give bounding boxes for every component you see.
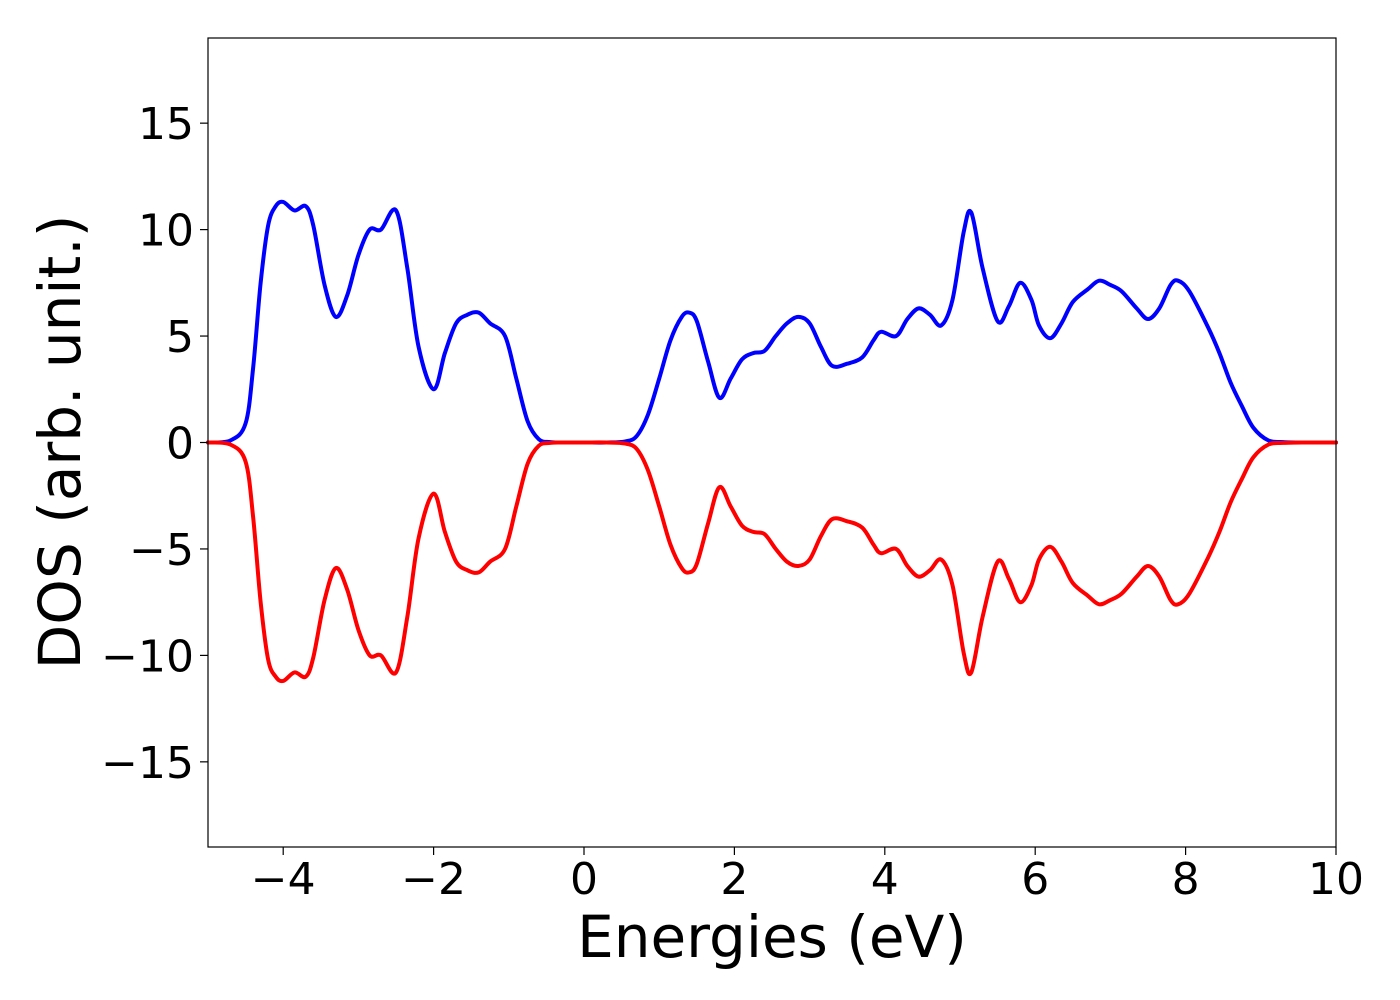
y-axis-title: DOS (arb. unit.) <box>26 215 94 670</box>
x-tick-label: 4 <box>871 854 899 905</box>
y-axis-ticks: −15 −10 −5 0 5 10 15 <box>101 99 208 789</box>
x-tick-label: −2 <box>401 854 466 905</box>
x-tick-label: −4 <box>251 854 316 905</box>
y-tick-label: 10 <box>138 206 194 257</box>
spin-up-line <box>206 199 1338 445</box>
plot-frame <box>207 37 1337 848</box>
y-tick-label: −10 <box>101 631 194 682</box>
y-tick-label: 5 <box>166 312 194 363</box>
spin-down-line <box>206 440 1338 684</box>
x-tick-label: 2 <box>720 854 748 905</box>
x-axis-title: Energies (eV) <box>577 903 967 971</box>
x-tick-label: 6 <box>1021 854 1049 905</box>
y-tick-label: 15 <box>138 99 194 150</box>
x-tick-label: 0 <box>570 854 598 905</box>
y-tick-label: −5 <box>129 525 194 576</box>
y-tick-label: −15 <box>101 738 194 789</box>
x-tick-label: 8 <box>1172 854 1200 905</box>
x-axis-ticks: −4 −2 0 2 4 6 8 10 <box>251 847 1364 905</box>
x-tick-label: 10 <box>1308 854 1364 905</box>
y-tick-label: 0 <box>166 419 194 470</box>
series-layer <box>206 199 1338 684</box>
